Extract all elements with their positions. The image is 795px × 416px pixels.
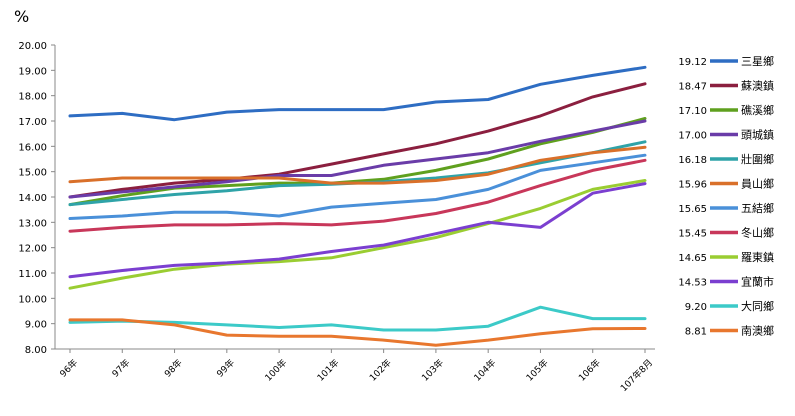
y-tick-label: 19.00	[18, 66, 47, 77]
legend-value: 17.10	[678, 106, 707, 117]
legend-label: 五結鄉	[741, 201, 774, 215]
x-tick-label: 105年	[524, 357, 551, 384]
y-tick-label: 16.00	[18, 142, 47, 153]
x-tick-label: 103年	[419, 357, 446, 384]
x-tick-label: 104年	[471, 357, 498, 384]
legend-value: 15.45	[678, 229, 707, 240]
series-line-羅東鎮	[68, 179, 647, 290]
series-lines	[68, 65, 647, 347]
legend-label: 員山鄉	[741, 178, 774, 191]
x-tick-label: 96年	[57, 357, 80, 380]
x-tick-label: 99年	[214, 357, 237, 380]
series-line-頭城鎮	[68, 119, 647, 199]
series-line-大同鄉	[68, 305, 647, 332]
x-tick-label: 107年8月	[618, 357, 655, 394]
legend-label: 宜蘭市	[741, 275, 774, 289]
legend-value: 18.47	[678, 82, 707, 93]
series-line-三星鄉	[68, 65, 647, 122]
series-line-冬山鄉	[68, 158, 647, 233]
legend-label: 頭城鎮	[741, 128, 774, 142]
x-tick-label: 106年	[576, 357, 603, 384]
legend-value: 14.65	[678, 253, 707, 264]
series-line-礁溪鄉	[68, 117, 647, 207]
legend-label: 礁溪鄉	[741, 103, 774, 117]
x-tick-label: 102年	[367, 357, 394, 384]
legend-label: 南澳鄉	[741, 325, 774, 338]
legend-label: 大同鄉	[741, 299, 774, 313]
y-tick-label: 17.00	[18, 117, 47, 128]
series-line-南澳鄉	[68, 318, 647, 347]
series-line-宜蘭市	[68, 182, 647, 279]
legend-value: 15.65	[678, 204, 707, 215]
y-tick-label: 13.00	[18, 218, 47, 229]
y-tick-label: 10.00	[18, 294, 47, 305]
x-tick-label: 100年	[262, 357, 289, 384]
y-ticks: 8.00 9.00 10.00 11.00 12.00 13.00 14.00 15.00 16…	[18, 41, 55, 356]
legend-label: 蘇澳鎮	[741, 79, 774, 93]
series-line-蘇澳鎮	[68, 82, 647, 199]
legend: 19.12 三星鄉 18.47 蘇澳鎮 17.10 礁溪鄉 17.00 頭城鎮 16.18 壯圍鄉…	[678, 55, 774, 338]
x-tick-label: 101年	[314, 357, 341, 384]
y-tick-label: 12.00	[18, 244, 47, 255]
legend-value: 14.53	[678, 278, 707, 289]
legend-label: 冬山鄉	[741, 226, 774, 240]
legend-label: 三星鄉	[741, 55, 774, 68]
y-tick-label: 20.00	[18, 41, 47, 52]
legend-value: 8.81	[685, 327, 707, 338]
y-tick-label: 11.00	[18, 269, 47, 280]
y-tick-label: 18.00	[18, 92, 47, 103]
legend-value: 15.96	[678, 180, 707, 191]
legend-value: 9.20	[685, 302, 707, 313]
series-line-員山鄉	[68, 145, 647, 185]
series-line-壯圍鄉	[68, 140, 647, 207]
y-tick-label: 14.00	[18, 193, 47, 204]
x-ticks: 96年 97年 98年 99年 100年 101年 102年 103年 104年 105年 106年…	[57, 349, 655, 394]
y-tick-label: 9.00	[25, 320, 47, 331]
x-tick-label: 97年	[109, 357, 132, 380]
x-tick-label: 98年	[162, 357, 185, 380]
legend-value: 16.18	[678, 155, 707, 166]
y-tick-label: 15.00	[18, 168, 47, 179]
legend-value: 19.12	[678, 57, 707, 68]
y-tick-label: 8.00	[25, 345, 47, 356]
series-line-五結鄉	[68, 153, 647, 220]
legend-label: 羅東鎮	[741, 250, 774, 264]
legend-value: 17.00	[678, 131, 707, 142]
legend-label: 壯圍鄉	[741, 152, 774, 166]
y-axis-unit-label: %	[14, 7, 29, 26]
